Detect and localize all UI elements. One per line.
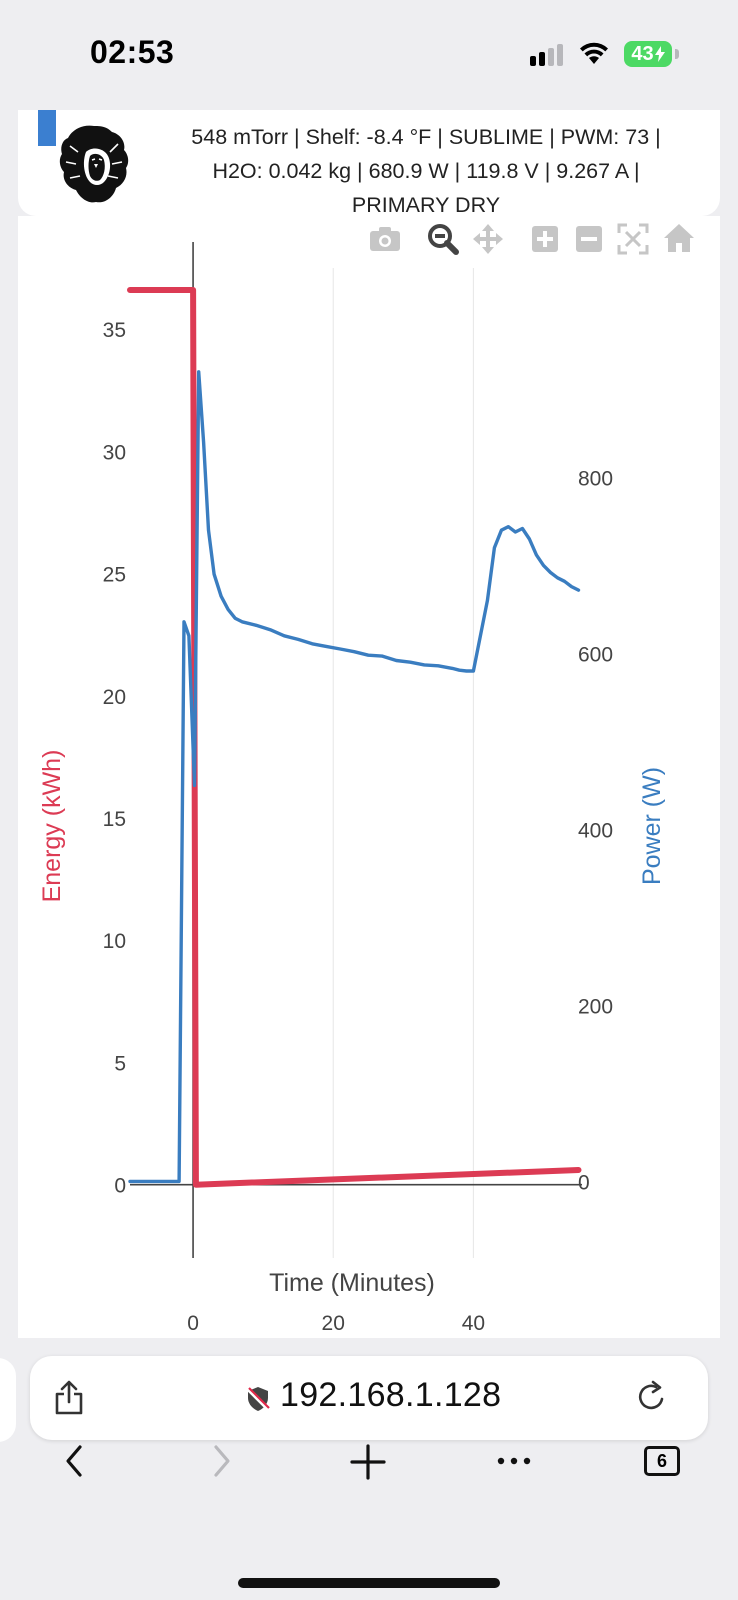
y-tick-label: 5 — [114, 1052, 126, 1075]
address-bar[interactable]: 192.168.1.128 — [30, 1356, 708, 1440]
not-secure-icon — [246, 1387, 270, 1411]
browser-toolbar: 192.168.1.128 6 — [0, 1340, 738, 1600]
y2-axis-title: Power (W) — [638, 767, 666, 885]
header-line-1: 548 mTorr | Shelf: -8.4 °F | SUBLIME | P… — [191, 125, 661, 149]
power-series-line — [128, 370, 581, 1184]
previous-tab-preview[interactable] — [0, 1358, 16, 1442]
more-icon[interactable] — [496, 1456, 532, 1466]
y-axis-title: Energy (kWh) — [38, 750, 66, 903]
tab-count: 6 — [656, 1450, 667, 1471]
lion-logo-icon — [59, 125, 129, 203]
chart-toolbar — [370, 223, 694, 255]
x-tick-label: 40 — [462, 1312, 485, 1335]
series-layer — [127, 287, 582, 1188]
y2-tick-label: 800 — [578, 467, 613, 490]
share-icon[interactable] — [54, 1380, 84, 1416]
header-line-3: PRIMARY DRY — [351, 193, 501, 217]
zoom-icon[interactable] — [428, 224, 459, 255]
header-status-text: 548 mTorr | Shelf: -8.4 °F | SUBLIME | P… — [148, 120, 704, 222]
new-tab-icon[interactable] — [350, 1444, 386, 1480]
tabs-icon[interactable]: 6 — [644, 1446, 680, 1476]
y-tick-label: 0 — [114, 1175, 126, 1198]
reload-icon[interactable] — [636, 1380, 668, 1414]
home-indicator — [238, 1578, 500, 1588]
autoscale-icon[interactable] — [617, 223, 649, 255]
status-header: 548 mTorr | Shelf: -8.4 °F | SUBLIME | P… — [18, 110, 720, 217]
cellular-signal-icon — [530, 44, 563, 66]
camera-icon[interactable] — [370, 227, 400, 251]
forward-icon — [214, 1445, 230, 1477]
x-tick-label: 0 — [187, 1312, 199, 1335]
header-line-2: H2O: 0.042 kg | 680.9 W | 119.8 V | 9.26… — [212, 159, 640, 183]
zoom-out-icon[interactable] — [576, 226, 602, 252]
reset-axes-icon[interactable] — [664, 224, 694, 252]
y2-tick-label: 400 — [578, 819, 613, 842]
y2-tick-label: 600 — [578, 643, 613, 666]
y-tick-label: 15 — [103, 808, 126, 831]
url-text[interactable]: 192.168.1.128 — [280, 1376, 502, 1414]
y-tick-label: 20 — [103, 686, 126, 709]
battery-charging-icon: 43 — [624, 41, 672, 67]
battery-level: 43 — [631, 42, 654, 65]
accent-bar — [38, 110, 56, 146]
wifi-icon — [580, 42, 608, 64]
zoom-in-icon[interactable] — [532, 226, 558, 252]
back-icon[interactable] — [64, 1444, 84, 1478]
battery-tip — [675, 49, 679, 59]
x-axis-title: Time (Minutes) — [269, 1269, 435, 1297]
y-tick-label: 25 — [103, 564, 126, 587]
y2-tick-label: 0 — [578, 1171, 590, 1194]
status-bar: 02:53 43 — [0, 0, 738, 110]
chart-container[interactable]: 0 20 40 0 5 10 15 20 25 30 35 0 200 400 600 800 Time (M… — [18, 216, 720, 1338]
pan-icon[interactable] — [473, 224, 503, 254]
status-time: 02:53 — [90, 34, 175, 70]
bolt-icon — [654, 46, 665, 62]
web-page: 548 mTorr | Shelf: -8.4 °F | SUBLIME | P… — [0, 110, 738, 1340]
y2-tick-label: 200 — [578, 995, 613, 1018]
x-tick-label: 20 — [322, 1312, 345, 1335]
grid-layer — [332, 268, 474, 1258]
y-tick-label: 10 — [103, 930, 126, 953]
y-tick-label: 30 — [103, 441, 126, 464]
y-tick-label: 35 — [103, 319, 126, 342]
